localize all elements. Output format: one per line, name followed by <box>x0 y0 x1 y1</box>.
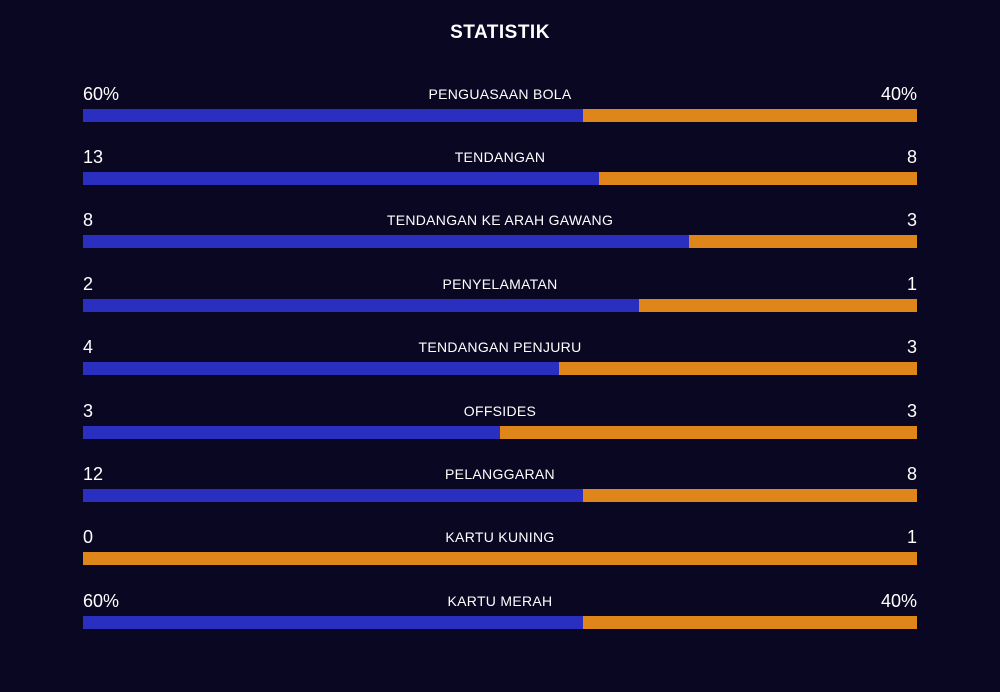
stat-label: OFFSIDES <box>463 403 537 419</box>
stat-row-red-cards: 60% KARTU MERAH 40% <box>83 590 917 646</box>
home-bar-fill <box>83 426 500 439</box>
stat-row-yellow-cards: 0 KARTU KUNING 1 <box>83 526 917 582</box>
away-value: 8 <box>906 147 917 167</box>
home-value: 60% <box>83 591 120 611</box>
home-value: 0 <box>83 527 94 547</box>
stat-label: KARTU MERAH <box>447 593 553 609</box>
stat-label: TENDANGAN PENJURU <box>418 339 582 355</box>
stat-bar <box>83 172 917 185</box>
stat-row-shots: 13 TENDANGAN 8 <box>83 146 917 202</box>
home-value: 8 <box>83 210 94 230</box>
away-value: 40% <box>880 591 917 611</box>
stat-label: PELANGGARAN <box>445 466 555 482</box>
stat-row-corners: 4 TENDANGAN PENJURU 3 <box>83 336 917 392</box>
home-bar-fill <box>83 235 690 248</box>
home-bar-fill <box>83 299 640 312</box>
away-value: 3 <box>906 337 917 357</box>
stat-bar <box>83 109 917 122</box>
stat-label: TENDANGAN KE ARAH GAWANG <box>386 212 614 228</box>
home-value: 3 <box>83 401 94 421</box>
home-value: 2 <box>83 274 94 294</box>
away-value: 3 <box>906 401 917 421</box>
away-value: 1 <box>906 274 917 294</box>
stat-row-shots-on-target: 8 TENDANGAN KE ARAH GAWANG 3 <box>83 209 917 265</box>
stat-row-fouls: 12 PELANGGARAN 8 <box>83 463 917 519</box>
stat-bar <box>83 552 917 565</box>
home-value: 13 <box>83 147 104 167</box>
home-value: 60% <box>83 84 120 104</box>
stat-label: PENYELAMATAN <box>442 276 558 292</box>
stat-bar <box>83 426 917 439</box>
home-value: 4 <box>83 337 94 357</box>
stat-row-saves: 2 PENYELAMATAN 1 <box>83 273 917 329</box>
away-value: 8 <box>906 464 917 484</box>
home-bar-fill <box>83 489 584 502</box>
away-value: 40% <box>880 84 917 104</box>
stat-row-possession: 60% PENGUASAAN BOLA 40% <box>83 83 917 139</box>
home-bar-fill <box>83 616 584 629</box>
home-bar-fill <box>83 109 584 122</box>
home-bar-fill <box>83 362 560 375</box>
stat-bar <box>83 235 917 248</box>
page-title: STATISTIK <box>450 22 550 43</box>
stat-label: KARTU KUNING <box>445 529 555 545</box>
home-bar-fill <box>83 172 600 185</box>
away-value: 3 <box>906 210 917 230</box>
stat-bar <box>83 362 917 375</box>
stat-bar <box>83 616 917 629</box>
stat-bar <box>83 299 917 312</box>
stat-label: TENDANGAN <box>454 149 546 165</box>
stat-bar <box>83 489 917 502</box>
stat-row-offsides: 3 OFFSIDES 3 <box>83 400 917 456</box>
home-value: 12 <box>83 464 104 484</box>
stat-label: PENGUASAAN BOLA <box>428 86 572 102</box>
away-value: 1 <box>906 527 917 547</box>
